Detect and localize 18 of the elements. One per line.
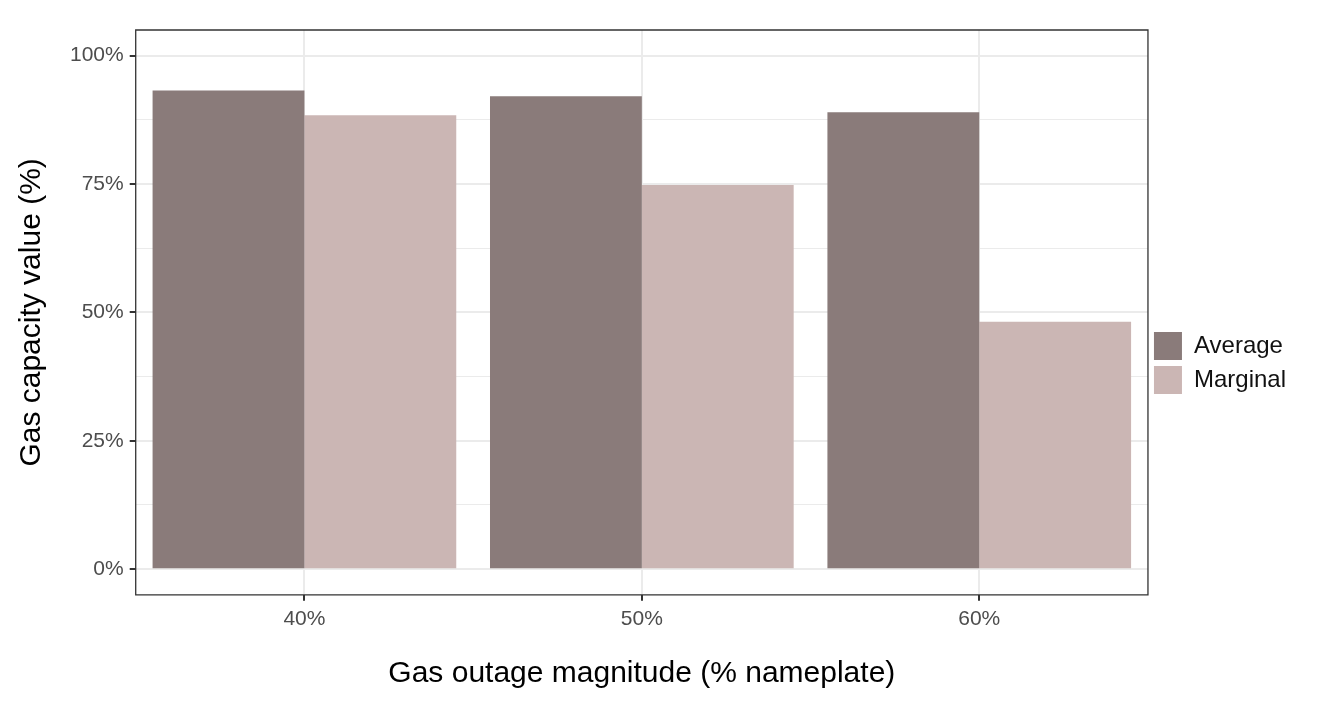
y-tick-label: 0% bbox=[93, 555, 124, 579]
bar bbox=[490, 96, 642, 569]
y-tick-label: 75% bbox=[81, 170, 124, 194]
x-tick-label: 40% bbox=[283, 606, 326, 630]
bar bbox=[979, 321, 1132, 569]
bar bbox=[304, 115, 457, 569]
x-tick-label: 60% bbox=[958, 606, 1001, 630]
y-tick-label: 50% bbox=[81, 299, 124, 323]
x-axis-title: Gas outage magnitude (% nameplate) bbox=[388, 655, 896, 689]
legend-label: Marginal bbox=[1193, 364, 1287, 392]
y-axis-title: Gas capacity value (%) bbox=[13, 158, 47, 467]
y-tick-label: 25% bbox=[81, 427, 124, 451]
bar bbox=[152, 90, 305, 569]
y-tick-label: 100% bbox=[69, 42, 124, 66]
legend-label: Average bbox=[1193, 330, 1283, 358]
bar bbox=[827, 112, 980, 569]
x-tick-label: 50% bbox=[620, 606, 663, 630]
bar bbox=[641, 185, 794, 569]
